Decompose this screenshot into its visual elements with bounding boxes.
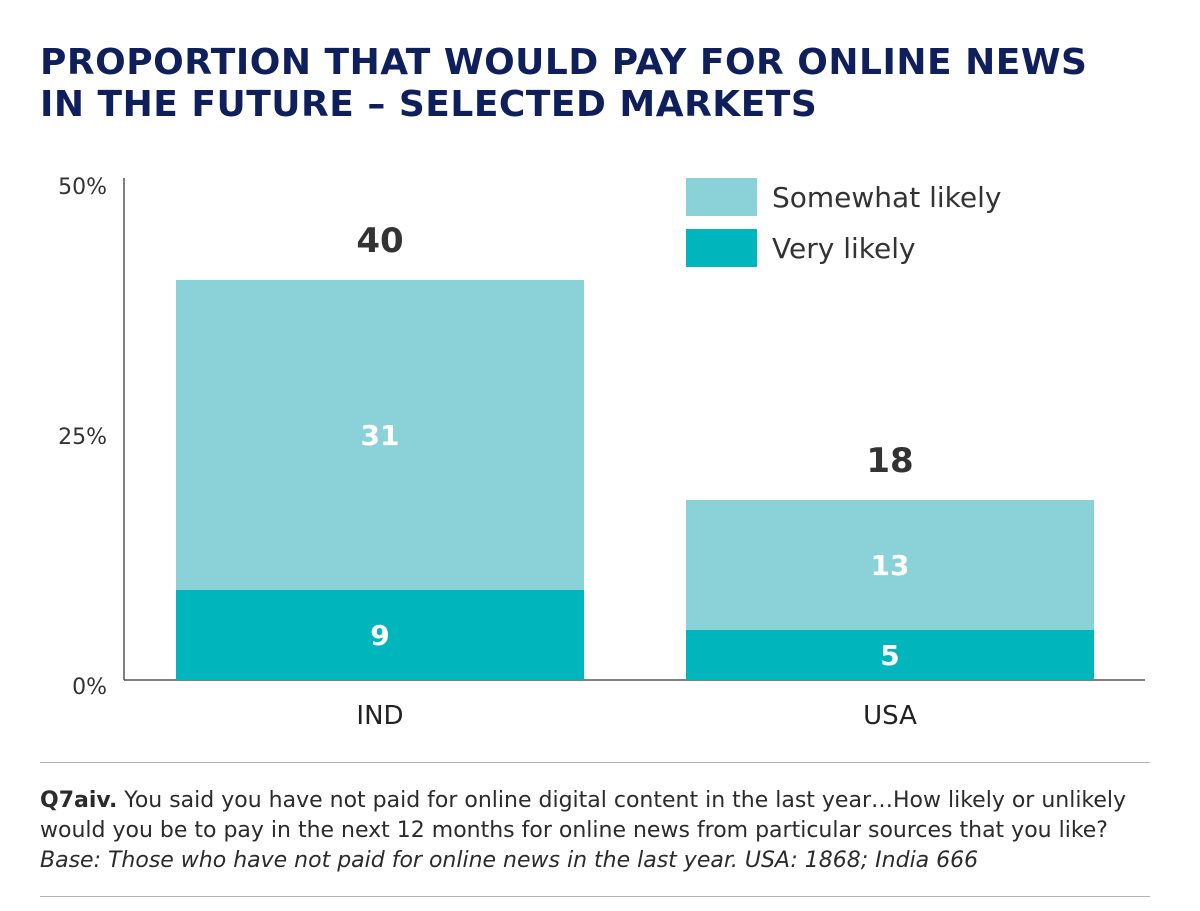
legend-swatch [686, 178, 757, 216]
chart-title-line-2: IN THE FUTURE – SELECTED MARKETS [40, 84, 818, 125]
footnote-question-id: Q7aiv. [40, 788, 118, 813]
chart-title-line-1: PROPORTION THAT WOULD PAY FOR ONLINE NEW… [40, 42, 1088, 83]
legend-label: Very likely [772, 232, 916, 265]
footnote-divider-top [40, 762, 1150, 763]
y-tick-label: 50% [58, 175, 107, 200]
bar-segment [176, 280, 584, 590]
footnote-base: Base: Those who have not paid for online… [40, 848, 979, 873]
y-tick-label: 25% [58, 425, 107, 450]
stacked-bar-chart: 0% 25% 50% 9 31 40 IND 5 13 18 USA Somewhat likely V… [58, 175, 1145, 731]
chart-title: PROPORTION THAT WOULD PAY FOR ONLINE NEW… [40, 42, 1160, 126]
bar-segment [686, 500, 1094, 630]
footnote-divider-bottom [40, 896, 1150, 897]
x-tick-label: USA [863, 701, 917, 731]
bar-value-label: 31 [361, 419, 400, 452]
legend-label: Somewhat likely [772, 181, 1001, 214]
bar-value-label: 9 [370, 619, 389, 652]
bar-value-label: 5 [880, 639, 899, 672]
bar-value-label: 13 [871, 549, 910, 582]
footnote: Q7aiv. You said you have not paid for on… [40, 786, 1160, 876]
bar-segment [176, 590, 584, 680]
legend-swatch [686, 229, 757, 267]
bar-total-label: 40 [356, 221, 403, 261]
bar-segment [686, 630, 1094, 680]
x-tick-label: IND [356, 701, 403, 731]
y-tick-label: 0% [72, 675, 107, 700]
bar-total-label: 18 [866, 441, 913, 481]
footnote-question-text: You said you have not paid for online di… [40, 788, 1127, 843]
